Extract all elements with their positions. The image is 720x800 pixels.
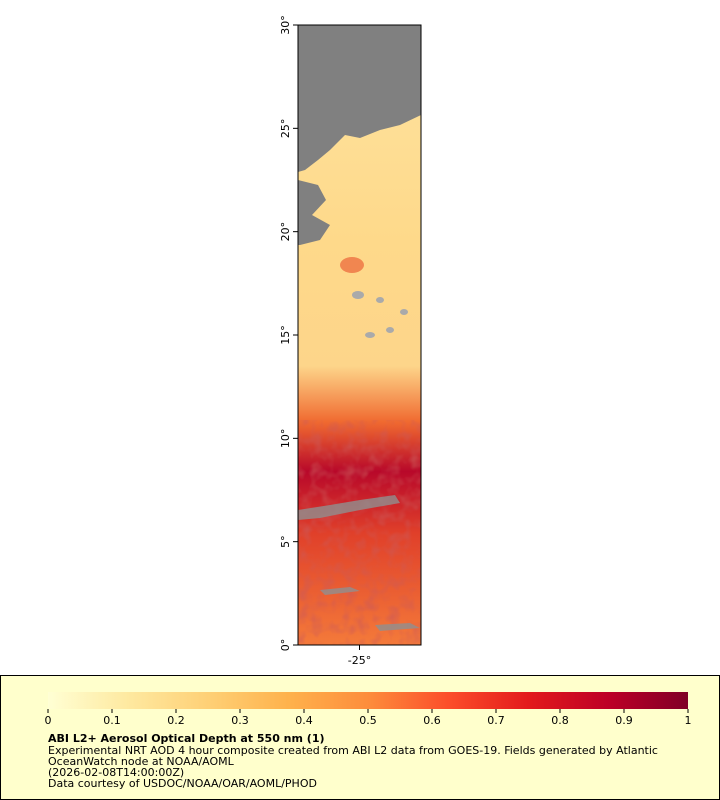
colorbar-tick-label: 0.4	[295, 714, 313, 727]
colorbar-tick-label: 1	[685, 714, 692, 727]
caption-line: (2026-02-08T14:00:00Z)	[48, 766, 184, 779]
lat-tick-label: 15°	[279, 325, 292, 345]
colorbar-tick-label: 0.1	[103, 714, 121, 727]
caption-line: OceanWatch node at NOAA/AOML	[48, 755, 235, 768]
lon-tick-label: -25°	[348, 654, 371, 667]
lat-tick-label: 0°	[279, 639, 292, 652]
lat-tick-label: 25°	[279, 119, 292, 139]
lat-tick-label: 10°	[279, 429, 292, 449]
caption-line: Experimental NRT AOD 4 hour composite cr…	[48, 744, 658, 757]
aod-raster	[298, 25, 421, 645]
colorbar-tick-label: 0.6	[423, 714, 441, 727]
colorbar-tick-label: 0.3	[231, 714, 249, 727]
lat-tick-label: 20°	[279, 222, 292, 242]
colorbar	[48, 692, 688, 709]
colorbar-tick-label: 0	[45, 714, 52, 727]
colorbar-tick-label: 0.7	[487, 714, 505, 727]
lat-tick-label: 5°	[279, 535, 292, 548]
colorbar-tick-label: 0.9	[615, 714, 633, 727]
colorbar-tick-label: 0.2	[167, 714, 185, 727]
colorbar-tick-label: 0.5	[359, 714, 377, 727]
caption-title: ABI L2+ Aerosol Optical Depth at 550 nm …	[48, 732, 325, 745]
lat-tick-label: 30°	[279, 15, 292, 35]
colorbar-tick-label: 0.8	[551, 714, 569, 727]
caption-line: Data courtesy of USDOC/NOAA/OAR/AOML/PHO…	[48, 777, 317, 790]
